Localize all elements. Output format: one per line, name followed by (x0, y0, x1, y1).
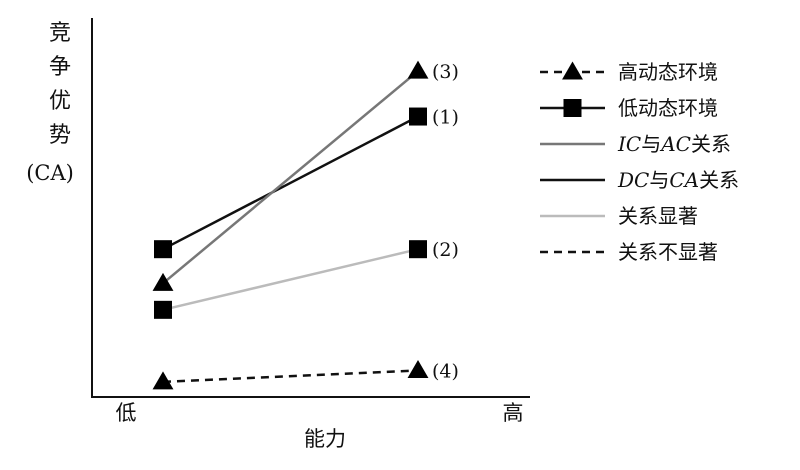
point-label: (3) (432, 61, 459, 83)
x-axis-label: 能力 (304, 427, 346, 451)
data-point-square (409, 107, 427, 126)
data-point-square (154, 240, 172, 259)
series-line (162, 70, 419, 285)
plot-area: (3) (1) (2) (4) (152, 60, 459, 390)
legend-marker-triangle (562, 61, 583, 80)
legend-label: DC与CA关系 (617, 168, 739, 192)
data-point-square (154, 300, 172, 319)
data-point-triangle (152, 371, 174, 390)
y-axis-label: 竞 争 优 势 (CA) (26, 21, 74, 185)
legend-label: 关系不显著 (618, 240, 718, 264)
legend-label: IC与AC关系 (617, 132, 731, 156)
x-tick-label-high: 高 (503, 401, 524, 425)
series-line (162, 115, 419, 251)
series-line (162, 247, 419, 312)
y-axis-label-char: 势 (49, 123, 71, 148)
legend-marker-square (563, 99, 582, 117)
y-axis-label-char: 优 (49, 89, 71, 114)
point-label: (1) (432, 107, 459, 129)
legend-label: 高动态环境 (618, 60, 718, 84)
y-axis-label-char: 争 (49, 55, 71, 80)
point-label: (2) (432, 239, 459, 261)
legend-label: 低动态环境 (618, 96, 718, 120)
data-point-triangle (152, 272, 174, 291)
y-axis-label-char: 竞 (49, 21, 71, 46)
data-point-triangle (407, 60, 429, 79)
x-tick-label-low: 低 (116, 401, 137, 425)
legend-label: 关系显著 (618, 204, 698, 228)
point-label: (4) (432, 360, 459, 382)
y-axis-label-unit: (CA) (26, 161, 74, 185)
data-point-square (409, 240, 427, 259)
series-line (162, 369, 419, 384)
data-point-triangle (407, 360, 429, 379)
